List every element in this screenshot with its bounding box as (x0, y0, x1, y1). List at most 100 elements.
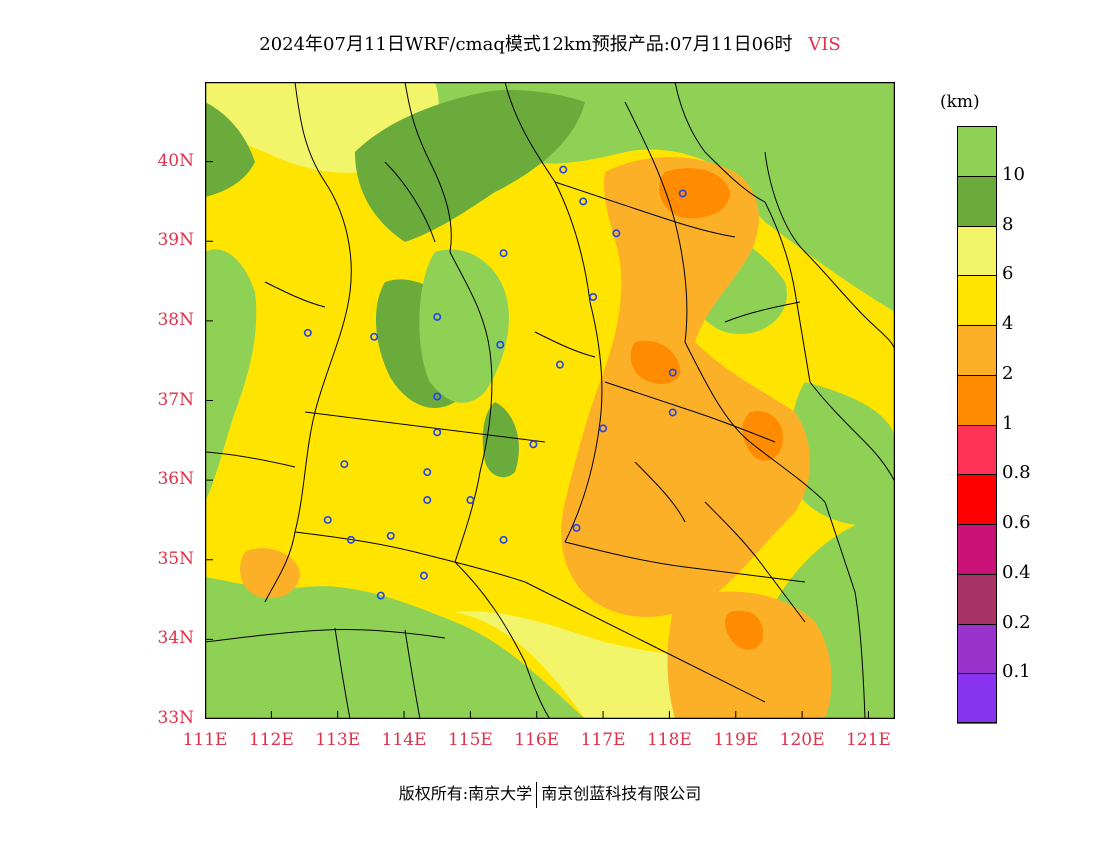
station-marker (499, 535, 508, 544)
longitude-label: 115E (447, 730, 493, 750)
colorbar-label: 0.8 (1002, 462, 1031, 484)
region-orange-main (561, 157, 810, 617)
colorbar-swatch (957, 126, 997, 176)
colorbar-swatch (957, 325, 997, 376)
colorbar-swatch (957, 474, 997, 525)
region-dark-orange-4 (725, 610, 764, 650)
region-dark-green-1 (355, 90, 585, 242)
longitude-label: 114E (381, 730, 427, 750)
map-title: 2024年07月11日WRF/cmaq模式12km预报产品:07月11日06时 … (0, 30, 1100, 56)
station-marker (668, 408, 677, 417)
station-marker (419, 571, 428, 580)
longitude-label: 111E (182, 730, 228, 750)
station-marker (386, 531, 395, 540)
latitude-label: 36N (157, 469, 194, 490)
longitude-label: 119E (713, 730, 759, 750)
longitude-label: 116E (514, 730, 560, 750)
latitude-label: 35N (157, 548, 194, 569)
station-marker (579, 197, 588, 206)
colorbar-swatch (957, 424, 997, 476)
region-dark-orange-1 (659, 168, 730, 219)
colorbar-label: 0.2 (1002, 611, 1031, 633)
station-marker (559, 165, 568, 174)
latitude-label: 37N (157, 389, 194, 410)
latitude-label: 34N (157, 628, 194, 649)
station-marker (529, 440, 538, 449)
station-marker (340, 460, 349, 469)
latitude-label: 33N (157, 708, 194, 728)
station-marker (423, 496, 432, 505)
latitude-label: 39N (157, 230, 194, 251)
station-marker (423, 468, 432, 477)
colorbar-swatch (957, 175, 997, 227)
longitude-label: 117E (580, 730, 626, 750)
colorbar-swatch (957, 573, 997, 625)
station-marker (433, 392, 442, 401)
colorbar-label: 0.4 (1002, 561, 1031, 583)
station-marker (499, 249, 508, 258)
longitude-label: 113E (315, 730, 361, 750)
colorbar-label: 4 (1002, 313, 1014, 334)
region-dark-orange-3 (742, 411, 784, 461)
station-marker (433, 428, 442, 437)
map-frame (205, 82, 895, 719)
colorbar-swatch (957, 225, 997, 277)
region-orange-west-spot (240, 548, 300, 599)
region-dark-green-4 (482, 402, 519, 478)
colorbar-frame (957, 126, 997, 723)
copyright-left: 版权所有:南京大学 (398, 784, 533, 803)
copyright-footer: 版权所有:南京大学 南京创蓝科技有限公司 (0, 780, 1100, 808)
colorbar-label: 0.1 (1002, 661, 1031, 683)
region-dark-green-3 (205, 102, 255, 197)
colorbar-label: 10 (1002, 163, 1025, 185)
variable-name: VIS (808, 34, 841, 55)
region-green-se (815, 556, 895, 642)
station-marker (496, 340, 505, 349)
station-marker (466, 496, 475, 505)
title-text: 2024年07月11日WRF/cmaq模式12km预报产品:07月11日06时 (259, 34, 793, 55)
latitude-label: 38N (157, 309, 194, 330)
longitude-label: 120E (779, 730, 825, 750)
bohai-sea (765, 82, 895, 252)
station-marker (572, 523, 581, 532)
longitude-label: 118E (646, 730, 692, 750)
visibility-map (205, 82, 895, 719)
station-marker (376, 591, 385, 600)
colorbar-swatch (957, 275, 997, 326)
colorbar-label: 6 (1002, 263, 1014, 285)
region-dark-orange-2 (630, 340, 681, 384)
colorbar-swatch (957, 623, 997, 675)
region-green-east (790, 382, 895, 526)
colorbar-label: 8 (1002, 213, 1014, 235)
colorbar-label: 1 (1002, 412, 1014, 434)
station-marker (303, 328, 312, 337)
colorbar-unit: (km) (940, 92, 980, 112)
region-green-southwest (205, 577, 585, 719)
region-orange-south (667, 591, 832, 719)
map-canvas (205, 82, 895, 719)
copyright-right: 南京创蓝科技有限公司 (541, 784, 702, 803)
station-marker (612, 229, 621, 238)
latitude-label: 40N (157, 150, 194, 171)
station-marker (323, 515, 332, 524)
region-green-center (419, 249, 509, 403)
station-marker (555, 360, 564, 369)
station-marker (346, 535, 355, 544)
longitude-label: 112E (248, 730, 294, 750)
colorbar-swatch (957, 374, 997, 426)
station-marker (678, 189, 687, 198)
colorbar-label: 0.6 (1002, 512, 1031, 533)
longitude-label: 121E (846, 730, 891, 750)
colorbar-label: 2 (1002, 362, 1014, 384)
footer-separator (536, 781, 538, 808)
tick-marks (205, 161, 869, 719)
station-marker (589, 292, 598, 301)
station-marker (668, 368, 677, 377)
station-marker (370, 332, 379, 341)
station-markers (303, 165, 687, 600)
station-marker (599, 424, 608, 433)
coastline (764, 151, 895, 353)
station-marker (433, 312, 442, 321)
region-green-west (205, 249, 257, 502)
colorbar-swatch (957, 673, 997, 724)
